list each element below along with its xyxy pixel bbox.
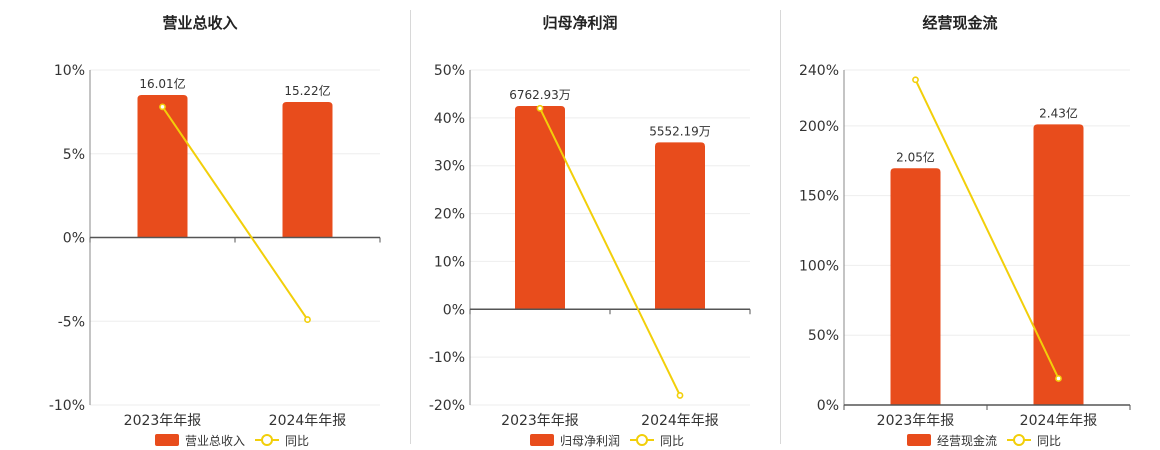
- x-tick-label: 2024年年报: [269, 413, 347, 429]
- y-tick-label: 150%: [799, 189, 839, 205]
- chart-panel-net-profit: 归母净利润 50% 40% 30% 20% 10% 0% -10% -20% 6762.93万 5…: [380, 0, 780, 450]
- legend-line-label: 同比: [1037, 434, 1061, 448]
- y-tick-label: 30%: [434, 159, 465, 175]
- bar-data-label: 5552.19万: [649, 124, 711, 138]
- y-tick-label: 0%: [63, 231, 85, 247]
- bar: [282, 102, 333, 238]
- yoy-point: [676, 392, 684, 399]
- yoy-line: [539, 107, 681, 396]
- legend-bar-swatch: [155, 434, 179, 446]
- x-tick-label: 2023年年报: [877, 413, 955, 429]
- legend-bar-label: 经营现金流: [937, 433, 997, 448]
- y-tick-label: -20%: [429, 398, 465, 414]
- bar: [137, 95, 188, 238]
- y-tick-label: 200%: [799, 119, 839, 135]
- y-tick-label: 20%: [434, 207, 465, 223]
- y-tick-label: 10%: [54, 63, 85, 79]
- chart-net-profit: 50% 40% 30% 20% 10% 0% -10% -20% 6762.93万 5552.19…: [429, 63, 751, 448]
- y-tick-label: 40%: [434, 111, 465, 127]
- legend-line-marker: [261, 434, 273, 446]
- yoy-line: [161, 106, 309, 321]
- legend-bar-swatch: [907, 434, 931, 446]
- yoy-point: [159, 103, 166, 111]
- legend-bar-label: 营业总收入: [185, 434, 245, 448]
- chart-title: 经营现金流: [922, 14, 998, 32]
- chart-operating-cash-flow: 240% 200% 150% 100% 50% 0% 2.05亿 2.43亿 2023年年报 20…: [799, 63, 1131, 448]
- y-tick-label: 50%: [434, 63, 465, 79]
- x-tick-label: 2024年年报: [641, 413, 719, 429]
- bar: [1033, 124, 1084, 406]
- yoy-line: [914, 79, 1060, 379]
- chart-revenue: 10% 5% 0% -5% -10% 16.01亿 15.22亿 2023年年报 2024年年报…: [49, 63, 381, 448]
- chart-title: 营业总收入: [162, 14, 238, 32]
- legend-bar-label: 归母净利润: [560, 434, 620, 448]
- y-tick-label: -10%: [429, 350, 465, 366]
- y-tick-label: 50%: [808, 328, 839, 344]
- bar: [515, 105, 565, 310]
- y-tick-label: 0%: [443, 302, 465, 318]
- legend-line-label: 同比: [285, 434, 309, 448]
- x-tick-label: 2023年年报: [124, 413, 202, 429]
- y-tick-label: 5%: [63, 147, 85, 163]
- bar-data-label: 16.01亿: [139, 76, 185, 91]
- panel-divider: [410, 10, 411, 444]
- chart-title: 归母净利润: [542, 14, 618, 32]
- chart-panel-operating-cash-flow: 经营现金流 240% 200% 150% 100% 50% 0% 2.05亿 2.43亿 202…: [760, 0, 1160, 450]
- legend-bar-swatch: [530, 434, 554, 446]
- y-tick-label: 240%: [799, 63, 839, 79]
- x-tick-label: 2024年年报: [1020, 413, 1098, 429]
- chart-panel-revenue: 营业总收入 10% 5% 0% -5% -10% 16.01亿 15.22亿 2023年年报 2…: [0, 0, 400, 450]
- bar: [655, 142, 705, 310]
- panel-divider: [780, 10, 781, 444]
- legend-line-marker: [636, 434, 648, 446]
- x-tick-label: 2023年年报: [501, 413, 579, 429]
- legend-line-label: 同比: [660, 434, 684, 448]
- y-tick-label: -5%: [58, 314, 85, 330]
- yoy-point: [536, 104, 544, 112]
- y-tick-label: 0%: [817, 398, 839, 414]
- y-tick-label: 10%: [434, 254, 465, 270]
- y-tick-label: 100%: [799, 258, 839, 274]
- legend-line-marker: [1013, 434, 1025, 446]
- y-tick-label: -10%: [49, 398, 85, 414]
- yoy-point: [912, 76, 919, 84]
- bar-data-label: 2.05亿: [896, 149, 935, 164]
- bar-data-label: 6762.93万: [509, 88, 571, 102]
- bar-data-label: 2.43亿: [1039, 105, 1078, 120]
- yoy-point: [304, 316, 311, 323]
- bar-data-label: 15.22亿: [284, 83, 330, 98]
- yoy-point: [1055, 375, 1062, 382]
- bar: [890, 168, 941, 405]
